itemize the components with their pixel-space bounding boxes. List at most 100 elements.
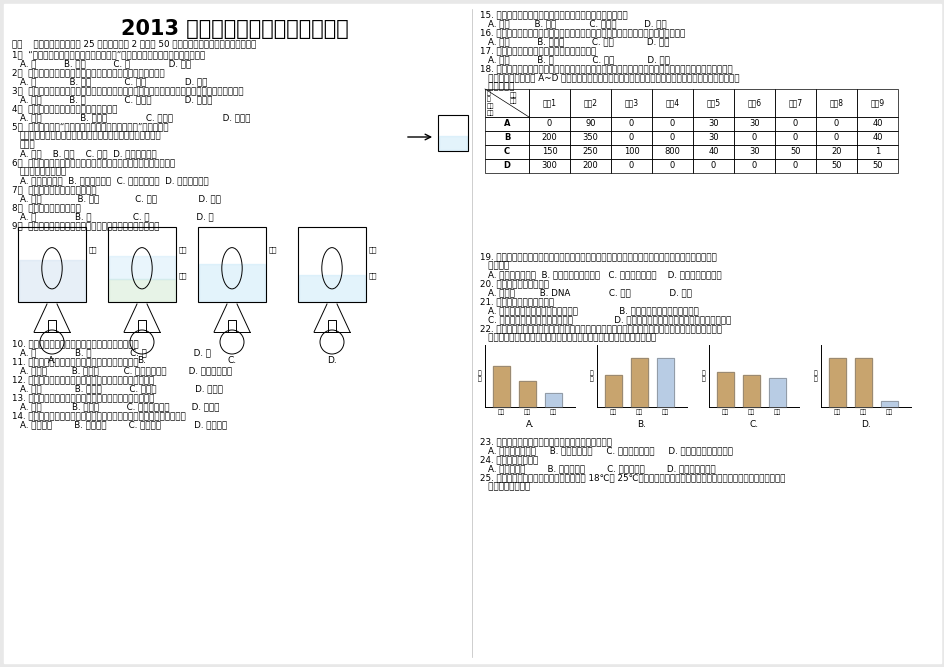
Bar [854, 358, 871, 407]
Text: 0: 0 [833, 119, 838, 129]
Bar [493, 366, 510, 407]
Text: A. 有耳垂的双亲生下的孩子没有耳垂               B. 正常的双亲生下白化病的孩子: A. 有耳垂的双亲生下的孩子没有耳垂 B. 正常的双亲生下白化病的孩子 [487, 306, 699, 315]
Text: 0: 0 [669, 161, 674, 171]
Text: 幼年时期: 幼年时期 [480, 261, 509, 270]
Text: 0: 0 [628, 133, 633, 143]
Text: 4．  植物根吸收水分和无机盐的主要部位是: 4． 植物根吸收水分和无机盐的主要部位是 [12, 104, 117, 113]
Bar [48, 320, 56, 332]
Text: 2013 年初中中考模拟生物试题考试: 2013 年初中中考模拟生物试题考试 [121, 19, 348, 39]
Text: 25. 某生物兴趣小组以大豆为实验材料，在 18℃和 25℃条件下，测定大豆种子萌发数，经过统计，结果如下图，根据结: 25. 某生物兴趣小组以大豆为实验材料，在 18℃和 25℃条件下，测定大豆种子… [480, 473, 784, 482]
Bar [529, 131, 569, 145]
Text: 15. 下列女性生殖器官中，能形成卵细胞并分泌雌性激素的是: 15. 下列女性生殖器官中，能形成卵细胞并分泌雌性激素的是 [480, 10, 627, 19]
Text: 0: 0 [751, 133, 756, 143]
Bar [518, 381, 535, 407]
Bar [815, 159, 856, 173]
Text: A. 门              B. 纲              C. 科                 D. 种: A. 门 B. 纲 C. 科 D. 种 [20, 348, 211, 357]
Bar [656, 358, 673, 407]
Bar [198, 227, 265, 302]
Text: 10. 在下列分类单位中，所包含的共同特征最多的是: 10. 在下列分类单位中，所包含的共同特征最多的是 [12, 339, 139, 348]
Text: 12. 当人体皮肤受伤出血时，具有止血和凝血作用的主要是: 12. 当人体皮肤受伤出血时，具有止血和凝血作用的主要是 [12, 375, 154, 384]
Text: 物种1: 物种1 [542, 99, 556, 107]
Text: 长度将: 长度将 [20, 140, 36, 149]
Text: 30: 30 [707, 133, 718, 143]
Bar [774, 159, 815, 173]
Bar [733, 89, 774, 117]
Bar [493, 366, 510, 407]
Text: 个体
数量: 个体 数量 [510, 92, 516, 104]
Bar [611, 159, 651, 173]
Text: A: A [503, 119, 510, 129]
Bar [19, 259, 85, 301]
Text: 白色: 白色 [773, 409, 781, 415]
Text: 11. 以蚕豆叶为材料观察气孔时，最好撒取蚕豆叶的: 11. 以蚕豆叶为材料观察气孔时，最好撒取蚕豆叶的 [12, 357, 139, 366]
Bar [815, 145, 856, 159]
Text: 0: 0 [751, 161, 756, 171]
Text: D: D [503, 161, 510, 171]
Text: 0: 0 [710, 161, 716, 171]
Bar [692, 159, 733, 173]
Text: 0: 0 [628, 119, 633, 129]
Bar [631, 358, 648, 407]
Bar [716, 372, 733, 407]
Text: D.: D. [860, 420, 870, 429]
Text: 灰色: 灰色 [859, 409, 867, 415]
Text: A. 淠粉          B. 水              C. 无机盐            D. 蛋白质: A. 淠粉 B. 水 C. 无机盐 D. 蛋白质 [20, 95, 212, 104]
Bar [484, 145, 529, 159]
Bar [856, 117, 897, 131]
Text: 酒水: 酒水 [178, 272, 187, 279]
Bar [529, 159, 569, 173]
Text: 5．  某学生在探究“外界溶液浓度对植物吸水的影响”时，将新鲜: 5． 某学生在探究“外界溶液浓度对植物吸水的影响”时，将新鲜 [12, 122, 168, 131]
Bar [529, 145, 569, 159]
Text: 1．  “竹外桃花三两枝，春江水暖鸭先知。”此诗句中影响生物的环境因素主要是: 1． “竹外桃花三两枝，春江水暖鸭先知。”此诗句中影响生物的环境因素主要是 [12, 50, 205, 59]
Text: B: B [503, 133, 510, 143]
Bar [716, 372, 733, 407]
Text: 17. 蚕豆种子中，可以发育成新植物体的结构是: 17. 蚕豆种子中，可以发育成新植物体的结构是 [480, 46, 596, 55]
Bar [611, 117, 651, 131]
Bar [768, 378, 785, 407]
Text: 生态系统是: 生态系统是 [480, 82, 514, 91]
Text: A. 抑制呼吸作用  B. 促进光合作用  C. 抑制蒸腾作用  D. 促进物质转换: A. 抑制呼吸作用 B. 促进光合作用 C. 抑制蒸腾作用 D. 促进物质转换 [20, 176, 209, 185]
Text: 19. 某成年病人，身体矮小、智力薄弱、生殖器官发育不全，在临床上称为俞小症，这是由于该病人: 19. 某成年病人，身体矮小、智力薄弱、生殖器官发育不全，在临床上称为俞小症，这… [480, 252, 716, 261]
Text: 物种2: 物种2 [582, 99, 597, 107]
Bar [545, 392, 562, 407]
Text: 清水: 清水 [269, 246, 278, 253]
Bar [439, 136, 466, 150]
Text: 一、    选择题：本大题包括 25 小题，每小题 2 分，共 50 分，每小题只有一个选项符合题意。: 一、 选择题：本大题包括 25 小题，每小题 2 分，共 50 分，每小题只有一… [12, 39, 256, 48]
Bar [138, 320, 145, 332]
Text: 50: 50 [789, 147, 800, 157]
Bar [569, 89, 611, 117]
Bar [880, 401, 897, 407]
Text: 0: 0 [792, 133, 798, 143]
Bar [692, 117, 733, 131]
Text: 物种5: 物种5 [706, 99, 720, 107]
Text: 24. 生物多样性不包括: 24. 生物多样性不包括 [480, 455, 538, 464]
Bar [656, 358, 673, 407]
Text: A. 胃            B. 大肠            C. 小肠              D. 口腔: A. 胃 B. 大肠 C. 小肠 D. 口腔 [20, 77, 208, 86]
Text: 清糖: 清糖 [89, 246, 97, 253]
Text: A. 卵巢         B. 子宫            C. 输卵管          D. 阴道: A. 卵巢 B. 子宫 C. 输卵管 D. 阴道 [487, 19, 666, 28]
Text: 0: 0 [547, 119, 551, 129]
Bar [856, 145, 897, 159]
Text: A. 上表皮         B. 下表皮         C. 叶脉处的表皮        D. 叶柄处的表皮: A. 上表皮 B. 下表皮 C. 叶脉处的表皮 D. 叶柄处的表皮 [20, 366, 232, 375]
Text: A. 物种多样性        B. 环境多样性        C. 遗传多样性        D. 生态系统多样性: A. 物种多样性 B. 环境多样性 C. 遗传多样性 D. 生态系统多样性 [487, 464, 715, 473]
Bar [651, 145, 692, 159]
Text: 250: 250 [582, 147, 598, 157]
Bar [18, 227, 86, 302]
Bar [611, 131, 651, 145]
Text: 7．  人体生命和功能的基本单位是: 7． 人体生命和功能的基本单位是 [12, 185, 96, 194]
Bar [768, 378, 785, 407]
Text: A. 开花          B. 双受精          C. 传粉            D. 结果: A. 开花 B. 双受精 C. 传粉 D. 结果 [487, 37, 668, 46]
Text: A. 胰岛素分泌不足  B. 甲状腺激素分泌不足   C. 雄激素分泌不足    D. 生长激素分泌过多: A. 胰岛素分泌不足 B. 甲状腺激素分泌不足 C. 雄激素分泌不足 D. 生长… [487, 270, 721, 279]
Bar [569, 131, 611, 145]
Bar [484, 131, 529, 145]
Text: 22. 顾颉中，蛾的体色有棕色、灰色、白色等，由于某种原因，树干被漂成白色，长期自然选择使得该: 22. 顾颉中，蛾的体色有棕色、灰色、白色等，由于某种原因，树干被漂成白色，长期… [480, 324, 721, 333]
Text: 150: 150 [541, 147, 557, 157]
Bar [604, 375, 621, 407]
Text: 物
种: 物 种 [486, 90, 490, 102]
Text: 白色: 白色 [661, 409, 668, 415]
Text: 物种9: 物种9 [869, 99, 884, 107]
Bar [742, 375, 759, 407]
Text: 下表为某科研人员对 A~D 四个生态系统中生物种类和数量的调查统计结果，据此推断，调节能力最强的: 下表为某科研人员对 A~D 四个生态系统中生物种类和数量的调查统计结果，据此推断… [480, 73, 739, 82]
Bar [692, 89, 733, 117]
Bar [569, 117, 611, 131]
